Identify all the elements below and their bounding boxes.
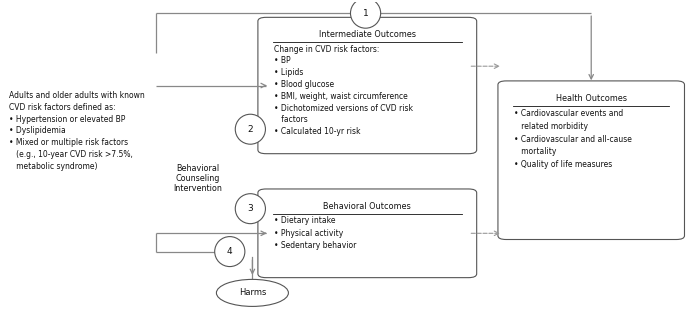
Ellipse shape: [235, 194, 266, 224]
Text: Change in CVD risk factors:
• BP
• Lipids
• Blood glucose
• BMI, weight, waist c: Change in CVD risk factors: • BP • Lipid…: [275, 45, 413, 136]
FancyBboxPatch shape: [258, 189, 477, 278]
Ellipse shape: [215, 237, 245, 267]
Text: • Dietary intake
• Physical activity
• Sedentary behavior: • Dietary intake • Physical activity • S…: [275, 216, 357, 250]
FancyBboxPatch shape: [498, 81, 684, 240]
Text: Health Outcomes: Health Outcomes: [555, 94, 627, 103]
FancyBboxPatch shape: [258, 17, 477, 154]
Text: • Cardiovascular events and
   related morbidity
• Cardiovascular and all-cause
: • Cardiovascular events and related morb…: [515, 109, 632, 169]
Text: 1: 1: [363, 9, 368, 18]
Text: Intermediate Outcomes: Intermediate Outcomes: [319, 30, 416, 39]
Text: 3: 3: [248, 204, 253, 213]
Ellipse shape: [217, 279, 288, 307]
Text: Adults and older adults with known
CVD risk factors defined as:
• Hypertension o: Adults and older adults with known CVD r…: [9, 91, 145, 171]
Text: 4: 4: [227, 247, 233, 256]
Ellipse shape: [235, 114, 266, 144]
Ellipse shape: [351, 0, 381, 28]
Text: Harms: Harms: [239, 289, 266, 298]
Text: Behavioral Outcomes: Behavioral Outcomes: [324, 202, 411, 211]
Text: Behavioral
Counseling
Intervention: Behavioral Counseling Intervention: [173, 164, 222, 194]
Text: 2: 2: [248, 125, 253, 134]
